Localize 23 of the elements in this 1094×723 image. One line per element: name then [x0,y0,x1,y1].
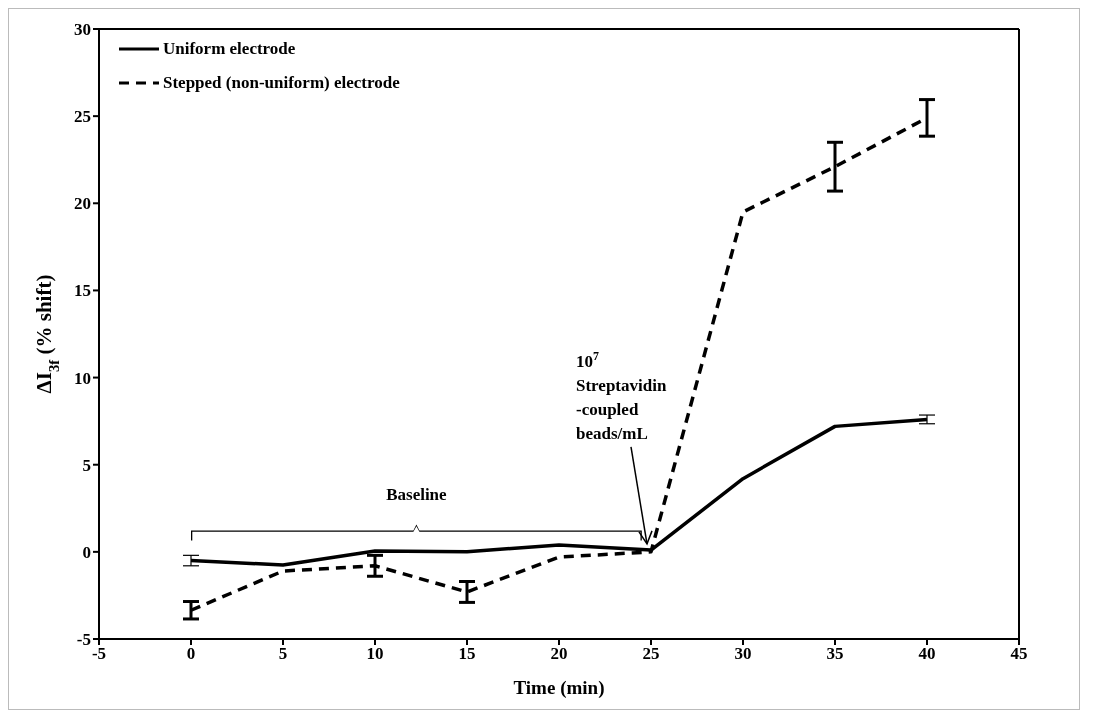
y-tick-label: 15 [74,281,91,301]
x-tick-label: 25 [642,644,660,664]
x-tick-label: 0 [186,644,196,664]
legend-label: Stepped (non-uniform) electrode [163,73,400,93]
x-tick-label: 40 [918,644,936,664]
y-tick-label: 0 [82,542,91,562]
y-tick-label: 5 [82,455,91,475]
x-tick-label: 45 [1010,644,1028,664]
x-axis-title: Time (min) [513,677,605,699]
x-tick-label: 10 [366,644,384,664]
x-tick-label: 5 [278,644,288,664]
annotation: Baseline [386,485,448,505]
x-tick-label: 35 [826,644,844,664]
y-tick-label: 30 [74,20,91,40]
x-tick-label: 30 [734,644,752,664]
y-tick-label: 25 [74,107,91,127]
x-tick-label: 15 [458,644,476,664]
annotation: 10$^{7}$ Streptavidin -coupled beads/mL [576,348,667,443]
legend-label: Uniform electrode [163,39,296,59]
y-tick-label: -5 [76,630,91,650]
x-tick-label: 20 [550,644,568,664]
y-tick-label: 20 [74,194,91,214]
y-tick-label: 10 [74,368,91,388]
